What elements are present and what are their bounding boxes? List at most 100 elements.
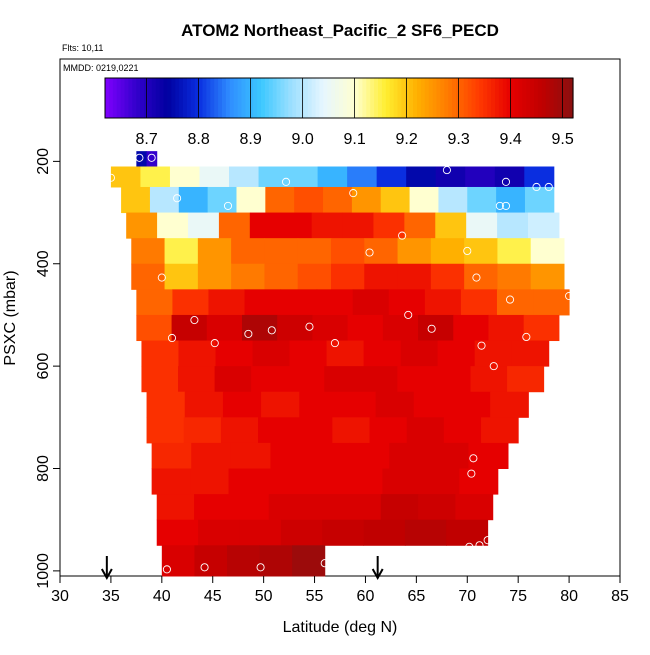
- colorbar-swatch: [186, 78, 192, 118]
- colorbar-swatch: [565, 78, 570, 118]
- colorbar-swatch: [128, 78, 133, 118]
- colorbar-swatch: [147, 78, 153, 118]
- heatmap-cell: [349, 442, 390, 469]
- colorbar-tick-label: 8.8: [187, 131, 209, 148]
- heatmap-cell: [183, 417, 222, 444]
- observation-point: [190, 316, 199, 325]
- observation-point: [267, 326, 276, 335]
- heatmap-cell: [424, 289, 462, 316]
- heatmap-cell: [161, 545, 195, 577]
- observation-point: [489, 362, 498, 371]
- heatmap-cell: [190, 468, 230, 495]
- heatmap-cell: [220, 417, 259, 444]
- heatmap-cell: [397, 263, 432, 290]
- x-tick-label: 40: [153, 588, 171, 605]
- colorbar-swatch: [393, 78, 399, 118]
- colorbar-swatch: [389, 78, 395, 118]
- heatmap-cell: [197, 263, 232, 290]
- observation-point: [404, 310, 413, 319]
- observation-point: [427, 324, 436, 333]
- colorbar-swatch: [397, 78, 402, 118]
- colorbar-swatch: [120, 78, 126, 118]
- colorbar-swatch: [440, 78, 445, 118]
- heatmap-cell: [244, 289, 282, 316]
- colorbar: [104, 77, 574, 119]
- y-tick-label: 400: [35, 250, 52, 277]
- x-tick-label: 35: [102, 588, 120, 605]
- colorbar-swatch: [342, 78, 348, 118]
- heatmap-cell: [231, 263, 265, 290]
- observation-point: [475, 541, 484, 550]
- heatmap-cell: [249, 212, 282, 239]
- colorbar-swatch: [417, 78, 422, 118]
- x-tick-label: 45: [204, 588, 222, 605]
- colorbar-swatch: [506, 78, 512, 118]
- colorbar-border: [104, 77, 574, 119]
- heatmap-cell: [258, 417, 296, 444]
- colorbar-swatch: [463, 78, 469, 118]
- heatmap-cell: [418, 314, 454, 342]
- y-axis-label: PSXC (mbar): [2, 270, 19, 365]
- heatmap-cell: [382, 314, 419, 342]
- heatmap-cell: [294, 186, 324, 214]
- heatmap-cell: [299, 391, 338, 418]
- heatmap-cell: [206, 314, 243, 342]
- heatmap-cell: [231, 494, 270, 521]
- colorbar-swatch: [112, 78, 118, 118]
- heatmap-cell: [141, 340, 179, 367]
- heatmap-cell: [465, 166, 496, 188]
- observation-point: [320, 559, 329, 568]
- colorbar-swatch: [335, 78, 340, 118]
- colorbar-tick-label: 9.4: [499, 131, 521, 148]
- heatmap-cell: [110, 166, 141, 188]
- heatmap-cell: [226, 545, 261, 577]
- colorbar-swatch: [315, 78, 321, 118]
- y-axis: 200 400 600 800 1000: [35, 148, 60, 589]
- heatmap-cell: [455, 494, 494, 521]
- observation-point: [501, 201, 511, 210]
- colorbar-swatch: [448, 78, 453, 118]
- colorbar-swatch: [354, 78, 360, 118]
- heatmap-cell: [146, 391, 186, 418]
- colorbar-swatch: [264, 78, 270, 118]
- heatmap-cell: [252, 340, 291, 367]
- x-axis-label: Latitude (deg N): [283, 619, 398, 636]
- heatmap-cell: [524, 186, 555, 214]
- colorbar-swatch: [370, 78, 375, 118]
- colorbar-swatch: [495, 78, 500, 118]
- heatmap-cell: [326, 340, 365, 367]
- heatmap-cell: [433, 366, 472, 393]
- colorbar-swatch: [339, 78, 344, 118]
- heatmap-cell: [292, 545, 326, 577]
- observation-point: [522, 332, 531, 342]
- colorbar-swatch: [346, 78, 352, 118]
- heatmap-cell: [146, 151, 158, 167]
- colorbar-swatch: [424, 78, 430, 118]
- heatmap-cell: [268, 494, 307, 521]
- heatmap-cell: [375, 391, 415, 418]
- heatmap-cell: [251, 366, 289, 393]
- observation-point: [365, 248, 374, 257]
- colorbar-swatch: [444, 78, 449, 118]
- heatmap-cell: [171, 314, 208, 342]
- observation-point: [472, 273, 481, 282]
- heatmap-cell: [481, 417, 519, 444]
- y-tick-label: 800: [35, 455, 52, 482]
- heatmap-cell: [400, 340, 439, 367]
- heatmap-cell: [230, 442, 271, 469]
- heatmap-cell: [337, 391, 377, 418]
- heatmap-cell: [467, 186, 497, 214]
- heatmap-cell: [231, 238, 265, 265]
- heatmap-cell: [324, 366, 362, 393]
- heatmap-cell: [435, 212, 467, 239]
- colorbar-swatch: [276, 78, 282, 118]
- heatmap-cell: [184, 391, 224, 418]
- heatmap-cell: [131, 238, 166, 265]
- heatmap-cell: [164, 238, 199, 265]
- heatmap-cell: [497, 212, 529, 239]
- heatmap-cell: [363, 340, 402, 367]
- flight-arrows: [100, 556, 384, 581]
- heatmap-cell: [280, 519, 323, 546]
- heatmap-cell: [178, 366, 216, 393]
